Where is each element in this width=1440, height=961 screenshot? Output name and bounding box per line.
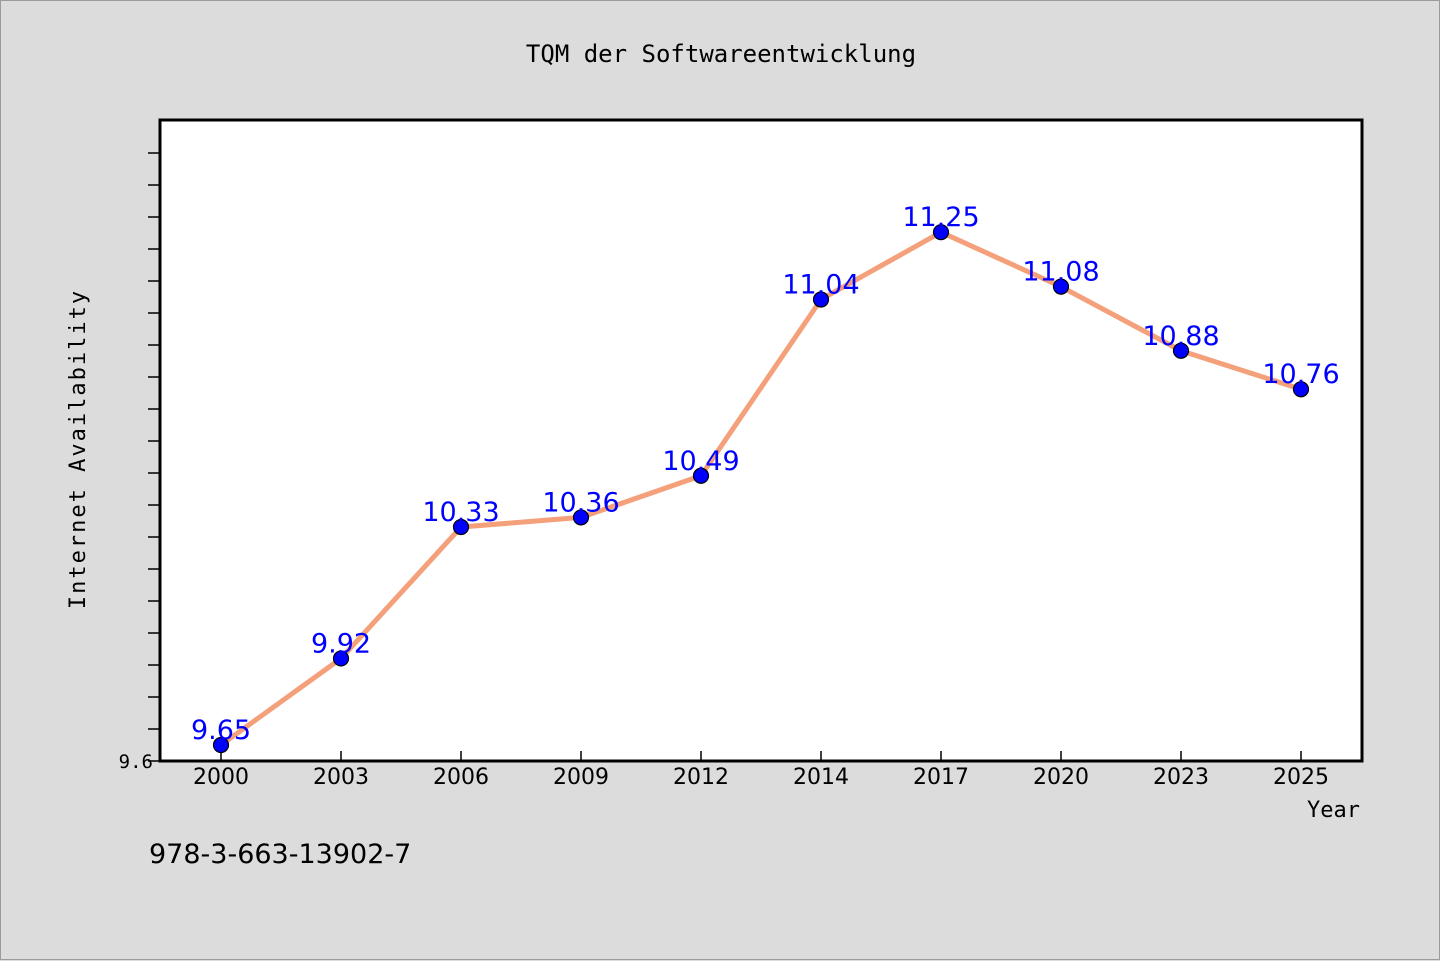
x-tick-label: 2003 <box>313 765 369 790</box>
x-tick-label: 2014 <box>793 765 849 790</box>
data-point <box>1292 381 1310 398</box>
data-label: 10.33 <box>422 497 499 528</box>
x-axis-ticks: 2000 2003 2006 2009 2012 2014 2017 2020 2023 2025 <box>193 751 1329 790</box>
series-layer: 9.65 9.92 10.33 10.36 10.49 11.04 11.25 11.08 10… <box>191 202 1340 754</box>
isbn-text: 978-3-663-13902-7 <box>149 839 411 870</box>
plot-area <box>158 118 1364 763</box>
data-point <box>572 509 590 526</box>
x-tick-label: 2025 <box>1273 765 1329 790</box>
data-label: 11.04 <box>782 269 859 300</box>
x-tick-label: 2000 <box>193 765 249 790</box>
data-label: 10.76 <box>1262 359 1339 390</box>
data-label: 11.08 <box>1022 257 1099 288</box>
data-point <box>1052 278 1070 295</box>
x-axis-label: Year <box>1307 798 1360 823</box>
y-axis-label: Internet Availability <box>66 289 91 609</box>
y-axis-ticks <box>148 152 160 762</box>
data-point <box>932 224 950 241</box>
series-line <box>219 229 1302 748</box>
data-label: 11.25 <box>902 202 979 233</box>
data-label: 10.49 <box>662 446 739 477</box>
data-point <box>692 467 710 484</box>
x-tick-label: 2012 <box>673 765 729 790</box>
x-tick-label: 2023 <box>1153 765 1209 790</box>
data-point <box>452 518 470 536</box>
data-label: 9.65 <box>191 715 251 746</box>
data-point <box>1172 342 1190 359</box>
data-label: 10.36 <box>542 487 619 518</box>
x-tick-label: 2006 <box>433 765 489 790</box>
data-label: 10.88 <box>1142 321 1219 352</box>
y-tick-label: 9.6 <box>119 751 153 773</box>
data-point <box>212 736 230 754</box>
data-label: 9.92 <box>311 628 371 659</box>
x-tick-label: 2020 <box>1033 765 1089 790</box>
data-point <box>812 291 830 308</box>
data-point <box>332 650 350 667</box>
chart-title: TQM der Softwareentwicklung <box>526 40 916 68</box>
x-tick-label: 2009 <box>553 765 609 790</box>
x-tick-label: 2017 <box>913 765 969 790</box>
